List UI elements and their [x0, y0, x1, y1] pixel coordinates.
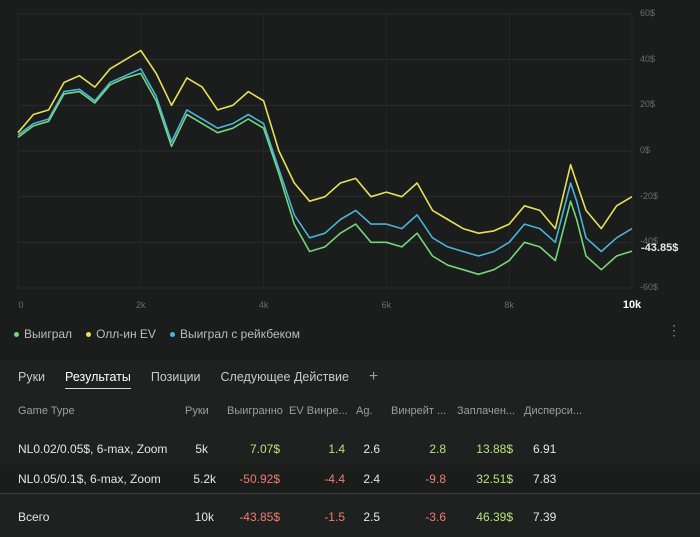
- legend-label-won: Выиграл: [24, 327, 73, 341]
- header-hands[interactable]: Руки: [185, 405, 209, 417]
- cell-paid: 13.88$: [476, 442, 513, 456]
- total-divider: [0, 493, 700, 494]
- table-row[interactable]: NL0.02/0.05$, 6-max, Zoom 5k 7.07$ 1.4 2…: [0, 435, 700, 463]
- cell-won: -50.92$: [239, 472, 280, 486]
- cell-game-type: Всего: [18, 510, 50, 524]
- x-tick-label: 0: [18, 300, 24, 310]
- cell-ag: 2.5: [363, 510, 380, 524]
- cell-ag: 2.4: [363, 472, 380, 486]
- y-tick-label: 60$: [640, 8, 656, 18]
- x-tick-label: 6k: [381, 300, 392, 310]
- y-tick-label: -40$: [640, 236, 659, 247]
- header-ev-winrate[interactable]: EV Винре...: [289, 405, 348, 417]
- series-line-0: [17, 49, 633, 234]
- cell-paid: 32.51$: [476, 472, 513, 486]
- end-value-label: -43.85$: [641, 242, 679, 254]
- cell-ev-winrate: 1.4: [328, 442, 345, 456]
- legend-dot-won: [14, 331, 19, 337]
- tab-next-action[interactable]: Следующее Действие: [220, 370, 349, 384]
- x-tick-label: 2k: [136, 300, 146, 310]
- header-won[interactable]: Выигранно: [227, 405, 283, 417]
- cell-game-type: NL0.02/0.05$, 6-max, Zoom: [18, 442, 168, 456]
- table-row[interactable]: NL0.05/0.1$, 6-max, Zoom 5.2k -50.92$ -4…: [0, 465, 700, 493]
- cell-winrate: -3.6: [425, 510, 446, 524]
- table-total-row[interactable]: Всего 10k -43.85$ -1.5 2.5 -3.6 46.39$ 7…: [0, 503, 700, 531]
- add-tab-icon[interactable]: +: [368, 368, 379, 385]
- tab-results[interactable]: Результаты: [65, 370, 131, 389]
- y-tick-label: 20$: [640, 99, 656, 110]
- cell-dispersion: 7.39: [533, 510, 557, 524]
- cell-dispersion: 7.83: [533, 472, 557, 486]
- cell-hands: 10k: [194, 510, 214, 524]
- tab-hands[interactable]: Руки: [18, 370, 46, 384]
- cell-won: -43.85$: [239, 510, 280, 524]
- legend-dot-won-rakeback: [169, 331, 175, 337]
- cell-won: 7.07$: [249, 442, 280, 456]
- legend-item-allin-ev[interactable]: Олл-ин EV: [86, 327, 156, 341]
- y-tick-label: 40$: [640, 53, 656, 64]
- tab-positions[interactable]: Позиции: [150, 370, 201, 384]
- y-tick-label: -60$: [640, 282, 659, 292]
- chart-plot: [17, 13, 633, 289]
- chart-legend: Выиграл Олл-ин EV Выиграл с рейкбеком: [14, 327, 300, 341]
- cell-ev-winrate: -4.4: [324, 472, 345, 486]
- legend-item-won[interactable]: Выиграл: [14, 327, 72, 341]
- cell-winrate: 2.8: [429, 442, 446, 456]
- y-tick-label: 0$: [640, 145, 651, 155]
- legend-label-allin-ev: Олл-ин EV: [96, 327, 156, 341]
- legend-item-won-rakeback[interactable]: Выиграл с рейкбеком: [169, 327, 300, 341]
- header-paid[interactable]: Заплачен...: [457, 405, 516, 417]
- cell-ag: 2.6: [363, 442, 380, 456]
- header-ag[interactable]: Ag.: [356, 405, 373, 417]
- cell-hands: 5k: [195, 442, 208, 456]
- series-line-2: [17, 72, 633, 276]
- table-header: Game Type Руки Выигранно EV Винре... Ag.…: [0, 405, 700, 423]
- cell-paid: 46.39$: [476, 510, 513, 524]
- y-tick-label: -20$: [640, 190, 659, 201]
- x-tick-label: 4k: [258, 300, 269, 310]
- x-tick-label: 10k: [622, 299, 642, 311]
- x-tick-label: 8k: [504, 300, 514, 310]
- header-game-type[interactable]: Game Type: [18, 405, 75, 417]
- profit-chart: 60$ 40$ 20$ 0$ -20$ -40$ -60$ 0 2k 4k 6k 8k 10k -43…: [17, 8, 679, 311]
- legend-dot-allin-ev: [86, 331, 92, 337]
- stats-panel: Руки Результаты Позиции Следующее Действ…: [0, 360, 700, 537]
- header-winrate[interactable]: Винрейт ...: [391, 405, 447, 417]
- cell-game-type: NL0.05/0.1$, 6-max, Zoom: [18, 472, 161, 486]
- cell-dispersion: 6.91: [533, 442, 557, 456]
- cell-hands: 5.2k: [193, 472, 216, 486]
- legend-label-won-rakeback: Выиграл с рейкбеком: [179, 327, 300, 341]
- cell-winrate: -9.8: [425, 472, 446, 486]
- series-line-1: [17, 68, 633, 257]
- header-dispersion[interactable]: Дисперси...: [524, 405, 583, 417]
- cell-ev-winrate: -1.5: [324, 510, 345, 524]
- tab-bar: Руки Результаты Позиции Следующее Действ…: [18, 368, 379, 389]
- more-options-icon[interactable]: ⋮: [667, 322, 681, 338]
